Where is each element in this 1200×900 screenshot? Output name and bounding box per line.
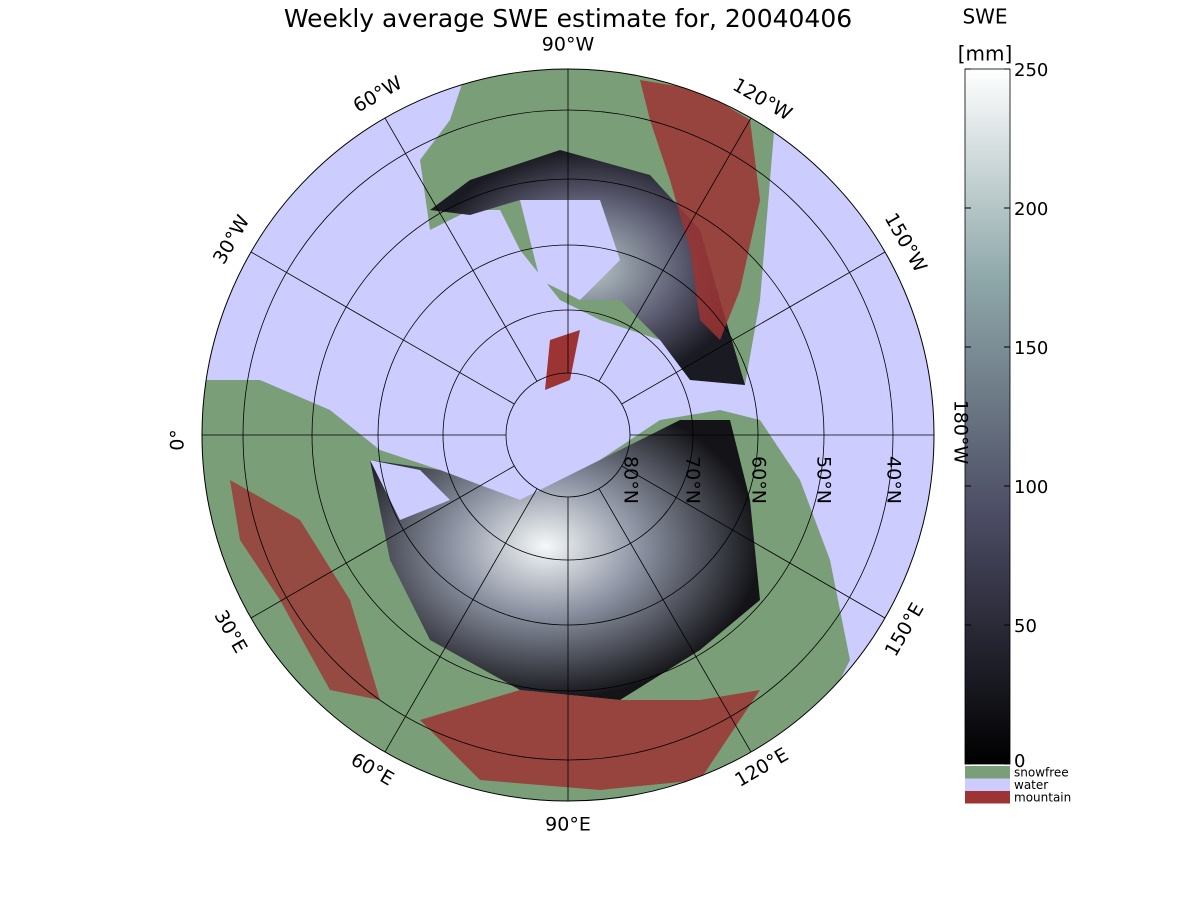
longitude-label: 0° bbox=[167, 429, 189, 451]
colorbar-tick-label: 250 bbox=[1014, 60, 1048, 81]
legend-swatch bbox=[965, 766, 1010, 779]
meridian bbox=[384, 117, 538, 382]
colorbar-title: SWE bbox=[962, 5, 1007, 29]
latitude-label: 60°N bbox=[748, 456, 770, 504]
legend-swatch bbox=[965, 778, 1010, 791]
rockies bbox=[640, 80, 760, 340]
meridian bbox=[621, 465, 886, 619]
map bbox=[201, 68, 935, 802]
ellesmere bbox=[545, 330, 580, 390]
central-asia-mountains bbox=[420, 690, 760, 790]
map-frame bbox=[201, 68, 935, 802]
map-title: Weekly average SWE estimate for, 2004040… bbox=[284, 4, 852, 33]
graticule bbox=[202, 69, 934, 801]
colorbar-tick-label: 150 bbox=[1014, 338, 1048, 359]
hudson-bay bbox=[520, 200, 620, 300]
latitude-label: 70°N bbox=[682, 456, 704, 504]
meridian bbox=[598, 117, 752, 382]
legend-swatch bbox=[965, 791, 1010, 804]
meridian bbox=[384, 488, 538, 753]
colorbar-tick-label: 100 bbox=[1014, 477, 1048, 498]
white-sea bbox=[370, 460, 450, 520]
longitude-label: 180°W bbox=[950, 400, 972, 465]
meridian bbox=[250, 251, 515, 405]
meridian bbox=[621, 251, 886, 405]
colorbar-tick-label: 200 bbox=[1014, 199, 1048, 220]
colorbar-unit: [mm] bbox=[958, 42, 1013, 66]
longitude-label: 60°W bbox=[350, 72, 407, 117]
latitude-label: 50°N bbox=[813, 456, 835, 504]
europe-mountains bbox=[230, 480, 380, 700]
legend-label: water bbox=[1014, 778, 1048, 792]
latitude-label: 80°N bbox=[620, 456, 642, 504]
legend-label: snowfree bbox=[1014, 766, 1069, 780]
colorbar bbox=[964, 68, 1011, 765]
colorbar-tick-label: 50 bbox=[1014, 616, 1037, 637]
colorbar-tick-label: 0 bbox=[1014, 751, 1025, 772]
legend-label: mountain bbox=[1014, 791, 1071, 805]
latitude-label: 40°N bbox=[883, 456, 905, 504]
longitude-label: 90°E bbox=[545, 814, 591, 836]
meridian bbox=[598, 488, 752, 753]
longitude-label: 30°E bbox=[209, 606, 251, 657]
longitude-label: 90°W bbox=[542, 34, 595, 56]
meridian bbox=[250, 465, 515, 619]
